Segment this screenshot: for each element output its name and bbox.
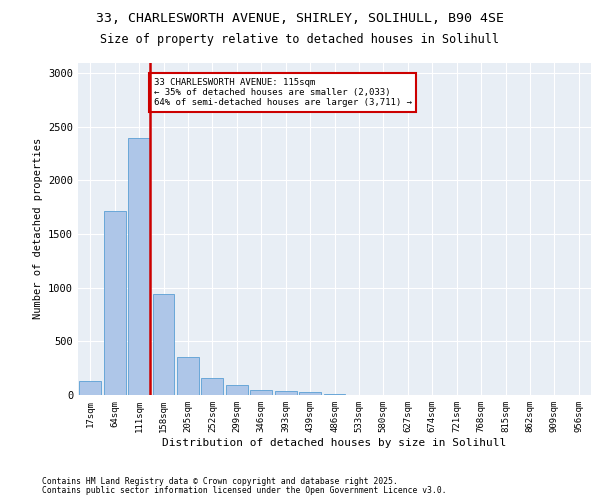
- Text: Size of property relative to detached houses in Solihull: Size of property relative to detached ho…: [101, 32, 499, 46]
- Bar: [226, 386, 248, 395]
- Bar: [275, 390, 296, 395]
- Bar: [152, 294, 175, 395]
- Text: 33 CHARLESWORTH AVENUE: 115sqm
← 35% of detached houses are smaller (2,033)
64% : 33 CHARLESWORTH AVENUE: 115sqm ← 35% of …: [154, 78, 412, 108]
- Text: 33, CHARLESWORTH AVENUE, SHIRLEY, SOLIHULL, B90 4SE: 33, CHARLESWORTH AVENUE, SHIRLEY, SOLIHU…: [96, 12, 504, 26]
- Bar: [79, 381, 101, 395]
- Y-axis label: Number of detached properties: Number of detached properties: [32, 138, 43, 320]
- Bar: [202, 378, 223, 395]
- Bar: [323, 394, 346, 395]
- X-axis label: Distribution of detached houses by size in Solihull: Distribution of detached houses by size …: [163, 438, 506, 448]
- Bar: [250, 390, 272, 395]
- Bar: [104, 210, 125, 395]
- Text: Contains public sector information licensed under the Open Government Licence v3: Contains public sector information licen…: [42, 486, 446, 495]
- Bar: [177, 358, 199, 395]
- Bar: [299, 392, 321, 395]
- Text: Contains HM Land Registry data © Crown copyright and database right 2025.: Contains HM Land Registry data © Crown c…: [42, 477, 398, 486]
- Bar: [128, 138, 150, 395]
